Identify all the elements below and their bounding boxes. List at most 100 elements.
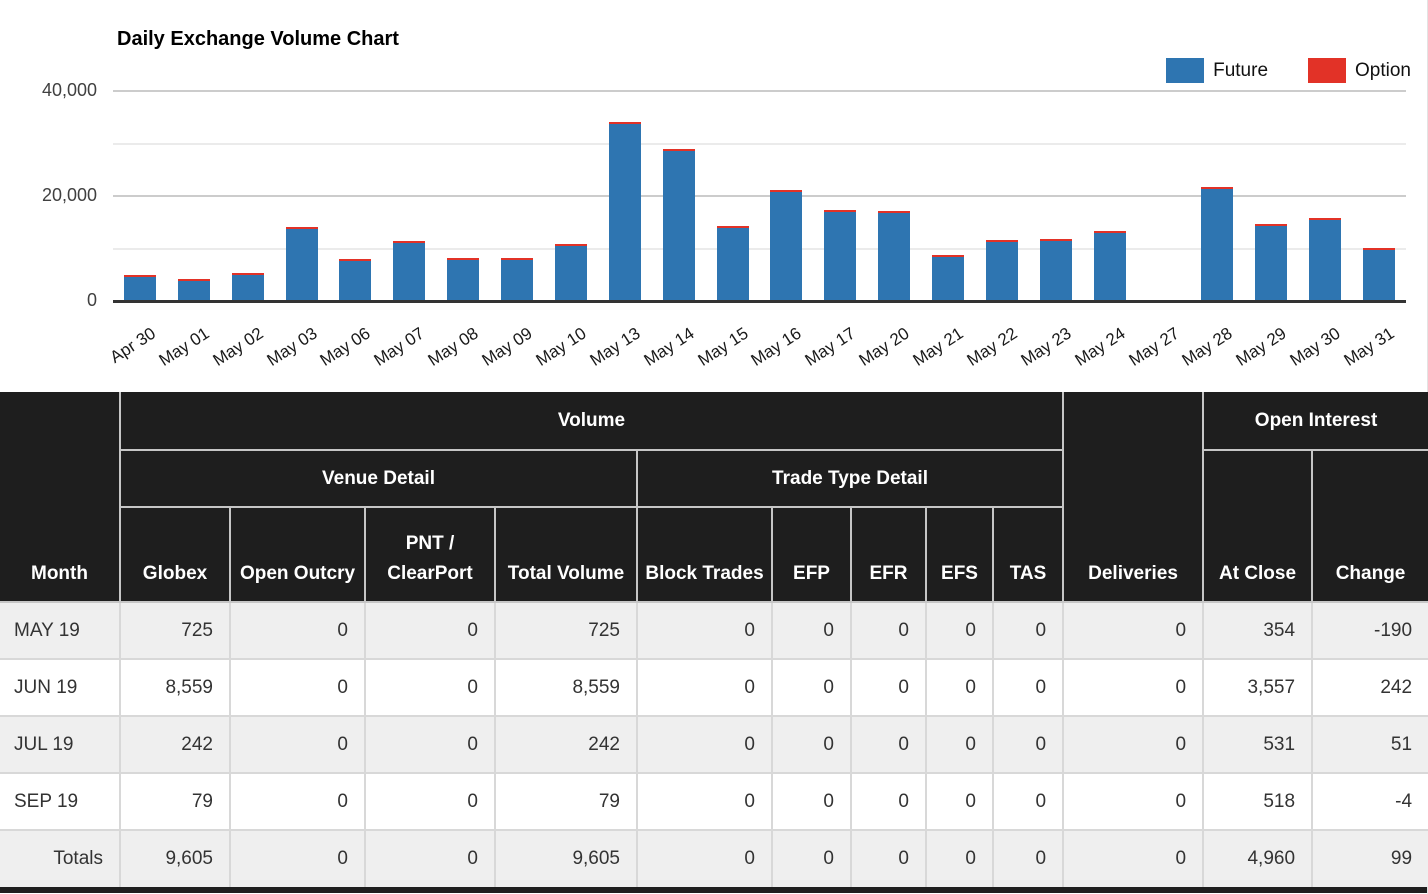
x-axis-label: May 13 bbox=[586, 323, 644, 370]
bar-may-06[interactable] bbox=[329, 90, 383, 300]
value-cell: 0 bbox=[1062, 829, 1205, 887]
bar-may-07[interactable] bbox=[382, 90, 436, 300]
bar-may-24[interactable] bbox=[1083, 90, 1137, 300]
value-cell: 0 bbox=[636, 601, 773, 660]
value-cell: 0 bbox=[991, 601, 1065, 660]
bar-may-03[interactable] bbox=[275, 90, 329, 300]
x-axis-label: May 30 bbox=[1286, 323, 1344, 370]
gridline-10000 bbox=[113, 248, 1406, 250]
value-cell: 725 bbox=[119, 601, 231, 660]
plot-area bbox=[113, 90, 1406, 303]
col-header-tas: TAS bbox=[991, 506, 1065, 603]
bar-may-09[interactable] bbox=[490, 90, 544, 300]
bar-segment-future bbox=[1039, 241, 1072, 300]
month-cell: JUN 19 bbox=[0, 658, 121, 717]
bar-may-23[interactable] bbox=[1029, 90, 1083, 300]
group-header-venue-detail: Venue Detail bbox=[119, 449, 638, 508]
bar-may-02[interactable] bbox=[221, 90, 275, 300]
x-axis-label: Apr 30 bbox=[106, 323, 159, 367]
bar-may-28[interactable] bbox=[1191, 90, 1245, 300]
value-cell: 0 bbox=[991, 829, 1065, 887]
value-cell: 51 bbox=[1311, 715, 1428, 774]
bar-segment-future bbox=[770, 192, 803, 300]
bar-segment-option bbox=[1255, 224, 1288, 226]
x-axis-label: May 06 bbox=[316, 323, 374, 370]
bar-may-29[interactable] bbox=[1244, 90, 1298, 300]
value-cell: 0 bbox=[991, 772, 1065, 831]
bar-may-13[interactable] bbox=[598, 90, 652, 300]
value-cell: 0 bbox=[991, 658, 1065, 717]
bar-segment-option bbox=[662, 149, 695, 151]
table-row-sep-19: SEP 19 79 0 0 79 0 0 0 0 0 0 518 -4 bbox=[0, 772, 1428, 831]
x-axis-label: May 24 bbox=[1071, 323, 1129, 370]
bar-segment-option bbox=[985, 240, 1018, 242]
bar-segment-future bbox=[1093, 233, 1126, 300]
bar-may-20[interactable] bbox=[867, 90, 921, 300]
bar-segment-option bbox=[501, 258, 534, 260]
gridline-40000 bbox=[113, 90, 1406, 92]
bar-segment-option bbox=[608, 122, 641, 124]
value-cell: 0 bbox=[771, 601, 852, 660]
bar-segment-option bbox=[231, 273, 264, 275]
bar-may-15[interactable] bbox=[706, 90, 760, 300]
bar-may-31[interactable] bbox=[1352, 90, 1406, 300]
bar-may-22[interactable] bbox=[975, 90, 1029, 300]
group-header-volume: Volume bbox=[118, 392, 1065, 451]
y-axis: 40,000 20,000 0 bbox=[0, 80, 97, 310]
bar-may-01[interactable] bbox=[167, 90, 221, 300]
group-header-open-interest: Open Interest bbox=[1202, 392, 1428, 451]
bar-segment-future bbox=[662, 151, 695, 300]
bar-may-16[interactable] bbox=[760, 90, 814, 300]
bar-segment-future bbox=[716, 228, 749, 300]
x-axis-label: May 09 bbox=[478, 323, 536, 370]
col-header-at-close: At Close bbox=[1202, 449, 1314, 603]
bar-segment-future bbox=[123, 277, 156, 300]
value-cell: 4,960 bbox=[1202, 829, 1314, 887]
x-axis-label: May 03 bbox=[263, 323, 321, 370]
value-cell: 0 bbox=[364, 601, 496, 660]
value-cell: 79 bbox=[494, 772, 638, 831]
value-cell: 242 bbox=[494, 715, 638, 774]
value-cell: 0 bbox=[229, 601, 366, 660]
value-cell: 0 bbox=[1062, 715, 1205, 774]
x-axis-label: May 16 bbox=[747, 323, 805, 370]
x-axis-label: May 23 bbox=[1017, 323, 1075, 370]
bar-segment-future bbox=[285, 229, 318, 300]
value-cell: 3,557 bbox=[1202, 658, 1314, 717]
bar-segment-future bbox=[1201, 189, 1234, 300]
bar-may-10[interactable] bbox=[544, 90, 598, 300]
value-cell: 8,559 bbox=[119, 658, 231, 717]
bars-container bbox=[113, 90, 1406, 300]
bar-segment-option bbox=[1201, 187, 1234, 189]
bar-may-08[interactable] bbox=[436, 90, 490, 300]
col-header-block-trades: Block Trades bbox=[636, 506, 773, 603]
value-cell: 0 bbox=[771, 715, 852, 774]
bar-may-17[interactable] bbox=[813, 90, 867, 300]
bar-apr-30[interactable] bbox=[113, 90, 167, 300]
x-axis-label: May 14 bbox=[640, 323, 698, 370]
gridline-20000 bbox=[113, 195, 1406, 197]
bar-segment-future bbox=[393, 243, 426, 300]
value-cell: 9,605 bbox=[119, 829, 231, 887]
col-header-total-volume: Total Volume bbox=[494, 506, 638, 603]
col-header-pnt-clearport: PNT / ClearPort bbox=[364, 506, 496, 603]
value-cell: 0 bbox=[850, 772, 927, 831]
bar-segment-option bbox=[554, 244, 587, 246]
bar-may-21[interactable] bbox=[921, 90, 975, 300]
x-axis-label: May 01 bbox=[155, 323, 213, 370]
value-cell: 242 bbox=[1311, 658, 1428, 717]
volume-table: Month Volume Deliveries Open Interest Ve… bbox=[0, 392, 1428, 887]
bar-may-27[interactable] bbox=[1137, 90, 1191, 300]
x-axis-label: May 02 bbox=[209, 323, 267, 370]
bar-segment-option bbox=[447, 258, 480, 260]
x-axis-label: May 10 bbox=[532, 323, 590, 370]
bar-may-30[interactable] bbox=[1298, 90, 1352, 300]
col-header-efs: EFS bbox=[925, 506, 994, 603]
legend-item-option: Option bbox=[1308, 58, 1411, 83]
bar-segment-future bbox=[878, 213, 911, 300]
value-cell: 8,559 bbox=[494, 658, 638, 717]
bar-may-14[interactable] bbox=[652, 90, 706, 300]
table-row-may-19: MAY 19 725 0 0 725 0 0 0 0 0 0 354 -190 bbox=[0, 601, 1428, 660]
value-cell: 0 bbox=[364, 715, 496, 774]
bar-segment-option bbox=[932, 255, 965, 257]
